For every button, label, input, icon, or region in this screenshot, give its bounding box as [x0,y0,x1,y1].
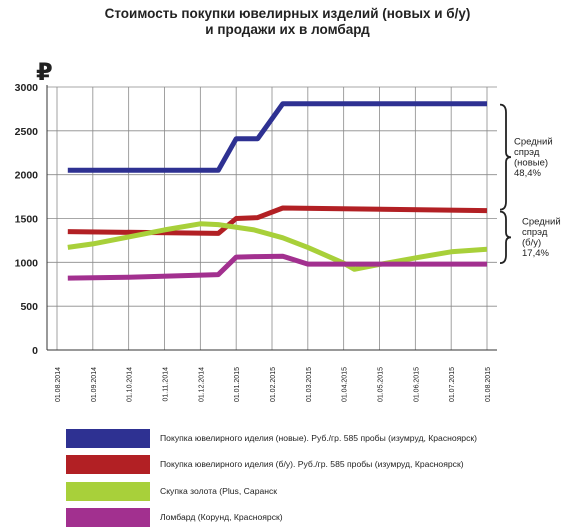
legend-label-pawnshop: Ломбард (Корунд, Красноярск) [160,512,283,522]
legend-item-pawnshop: Ломбард (Корунд, Красноярск) [66,507,283,527]
x-tick-label: 01.07.2015 [449,367,456,402]
spread-annotation-text: спрэд [514,147,540,158]
spread-bracket [499,210,512,264]
legend-swatch-new-jewelry [66,428,150,448]
series-line-new-jewelry [67,101,487,173]
legend-item-used-jewelry: Покупка ювелирного иделия (б/у). Руб./гр… [66,454,464,474]
legend-label-gold-buyback: Скупка золота (Plus, Саранск [160,486,278,496]
y-tick-label: 1500 [15,214,39,226]
x-tick-label: 01.04.2015 [342,367,349,402]
x-tick-label: 01.10.2014 [127,367,134,402]
series-line-pawnshop [67,253,487,281]
legend-swatch-pawnshop [66,507,150,527]
currency-symbol: ₽ [36,58,53,86]
x-tick-label: 01.08.2015 [485,367,492,402]
legend-item-gold-buyback: Скупка золота (Plus, Саранск [66,481,277,501]
x-tick-label: 01.09.2014 [91,367,98,402]
spread-annotation-text: спрэд [522,227,548,238]
spread-annotation-text: 48,4% [514,168,541,179]
y-tick-label: 2500 [15,126,39,138]
y-tick-label: 500 [20,301,38,313]
y-tick-label: 0 [32,345,38,357]
x-tick-label: 01.05.2015 [378,367,385,402]
spread-bracket [499,103,512,211]
legend-label-used-jewelry: Покупка ювелирного иделия (б/у). Руб./гр… [160,459,464,469]
legend-swatch-used-jewelry [66,454,150,474]
legend-label-new-jewelry: Покупка ювелирного иделия (новые). Руб./… [160,433,478,443]
y-tick-label: 2000 [15,170,39,182]
spread-annotation-text: (б/у) [522,238,541,249]
y-tick-label: 3000 [15,82,39,94]
legend-swatch-gold-buyback [66,481,150,501]
x-tick-label: 01.03.2015 [306,367,313,402]
spread-annotation-text: 17,4% [522,248,549,259]
spread-annotation-text: Средний [514,136,553,147]
chart-title-line-2: и продажи их в ломбард [205,22,370,37]
x-tick-label: 01.12.2014 [198,367,205,402]
chart-legend: Покупка ювелирного иделия (новые). Руб./… [66,426,546,530]
x-tick-label: 01.11.2014 [163,367,170,402]
x-tick-label: 01.01.2015 [234,367,241,402]
spread-annotation-text: Средний [522,217,561,228]
line-chart: 0 500 1000 1500 2000 2500 3000 01.08.2014 01.09.… [15,82,561,402]
spread-annotation-text: (новые) [514,157,548,168]
series-line-used-jewelry [67,205,488,236]
chart-title-line-1: Стоимость покупки ювелирных изделий (нов… [104,6,471,21]
y-tick-label: 1000 [15,257,39,269]
x-tick-label: 01.02.2015 [270,367,277,402]
x-tick-label: 01.06.2015 [413,367,420,402]
legend-item-new-jewelry: Покупка ювелирного иделия (новые). Руб./… [66,428,477,448]
x-tick-label: 01.08.2014 [55,367,62,402]
